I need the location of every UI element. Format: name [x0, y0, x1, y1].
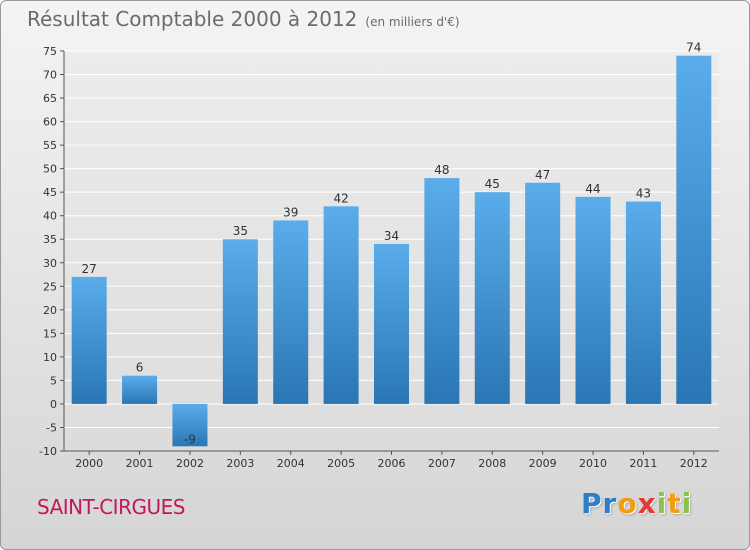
x-tick-label: 2000	[75, 457, 103, 470]
data-label: 42	[333, 191, 348, 205]
x-tick-label: 2001	[126, 457, 154, 470]
bar	[71, 276, 107, 404]
bar	[474, 192, 510, 404]
y-tick-label: 65	[43, 92, 57, 105]
y-tick-label: 50	[43, 163, 57, 176]
logo-letter: i	[681, 487, 693, 520]
bar	[323, 206, 359, 404]
y-tick-label: 30	[43, 257, 57, 270]
data-label: 47	[535, 168, 550, 182]
data-label: 35	[233, 224, 248, 238]
data-label: 34	[384, 229, 399, 243]
x-tick-label: 2005	[327, 457, 355, 470]
logo-letter: x	[637, 487, 657, 520]
data-label: 6	[136, 361, 144, 375]
y-tick-label: 10	[43, 351, 57, 364]
x-tick-label: 2004	[277, 457, 305, 470]
y-tick-label: 20	[43, 304, 57, 317]
logo-letter: r	[602, 487, 618, 520]
bar	[575, 196, 611, 404]
y-tick-label: 40	[43, 210, 57, 223]
x-tick-label: 2012	[680, 457, 708, 470]
chart-title: Résultat Comptable 2000 à 2012 (en millie…	[27, 7, 460, 31]
bar	[273, 220, 309, 404]
y-tick-label: 75	[43, 45, 57, 58]
data-label: 27	[82, 262, 97, 276]
data-label: -9	[184, 432, 196, 446]
bar	[374, 243, 409, 404]
y-tick-label: 35	[43, 233, 57, 246]
bar	[525, 182, 561, 404]
data-label: 43	[636, 187, 651, 201]
logo-letter: i	[656, 487, 668, 520]
x-tick-label: 2002	[176, 457, 204, 470]
logo-letter: t	[667, 487, 682, 520]
x-tick-label: 2007	[428, 457, 456, 470]
y-tick-label: 15	[43, 327, 57, 340]
data-label: 48	[434, 163, 449, 177]
bar	[676, 55, 712, 404]
x-tick-label: 2010	[579, 457, 607, 470]
x-tick-label: 2009	[529, 457, 557, 470]
y-tick-label: 5	[50, 374, 57, 387]
y-tick-label: 60	[43, 116, 57, 129]
x-tick-label: 2011	[629, 457, 657, 470]
chart-title-text: Résultat Comptable 2000 à 2012	[27, 7, 358, 31]
commune-name: SAINT-CIRGUES	[37, 495, 185, 519]
data-label: 39	[283, 205, 298, 219]
y-tick-label: 45	[43, 186, 57, 199]
bar	[222, 239, 258, 404]
bar	[625, 201, 661, 404]
y-tick-label: 25	[43, 280, 57, 293]
bar	[172, 403, 208, 447]
logo-letter: P	[581, 487, 603, 520]
y-tick-label: -10	[39, 445, 57, 458]
data-label: 74	[686, 41, 701, 55]
y-tick-label: 70	[43, 69, 57, 82]
y-tick-label: 55	[43, 139, 57, 152]
bar	[122, 375, 158, 404]
y-tick-label: -5	[46, 421, 57, 434]
data-label: 44	[585, 182, 600, 196]
bar	[424, 178, 460, 404]
x-tick-label: 2003	[226, 457, 254, 470]
x-tick-label: 2006	[378, 457, 406, 470]
x-tick-label: 2008	[478, 457, 506, 470]
logo-letter: o	[617, 487, 638, 520]
y-tick-label: 0	[50, 398, 57, 411]
chart-subtitle: (en milliers d'€)	[365, 15, 460, 29]
proxiti-logo: Proxiti	[581, 487, 692, 520]
data-label: 45	[485, 177, 500, 191]
